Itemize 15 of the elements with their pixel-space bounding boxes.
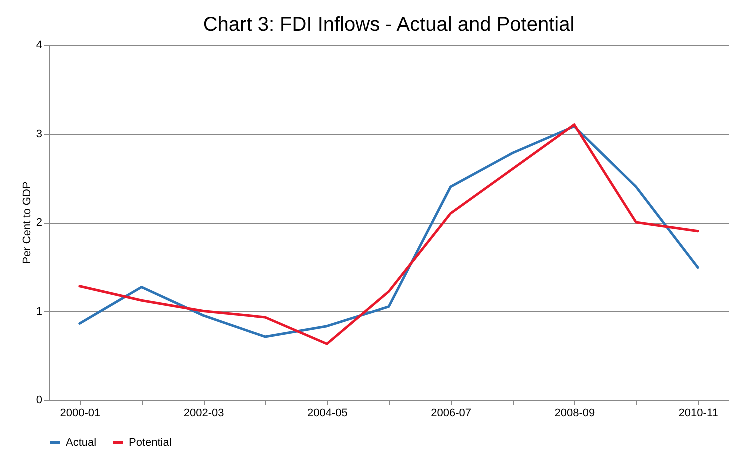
x-tick-label: 2010-11 [678,408,718,420]
x-tick-label: 2002-03 [184,408,224,420]
legend-label: Actual [66,436,97,449]
y-tick-label: 2 [36,217,42,229]
chart-title: Chart 3: FDI Inflows - Actual and Potential [203,14,575,36]
x-tick-label: 2006-07 [431,408,472,420]
y-tick-label: 3 [36,128,42,140]
y-axis-title: Per Cent to GDP [21,182,34,264]
y-tick-label: 4 [36,40,42,52]
x-tick-label: 2008-09 [554,408,596,420]
y-tick-label: 0 [36,394,42,406]
x-tick-label: 2000-01 [60,408,101,420]
x-tick-label: 2004-05 [307,408,348,420]
y-tick-label: 1 [36,306,42,318]
legend-label: Potential [129,436,172,449]
